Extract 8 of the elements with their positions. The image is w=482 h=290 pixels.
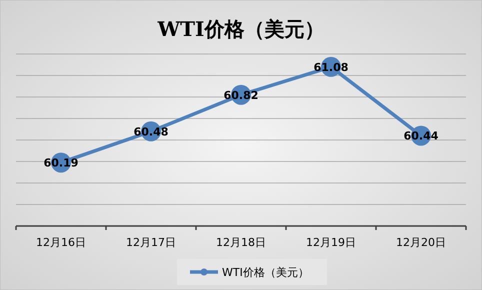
x-tick-label: 12月20日 [396,236,446,249]
data-label: 60.19 [44,156,78,170]
legend-label: WTI价格（美元） [222,266,309,279]
x-tick-label: 12月19日 [306,236,356,249]
x-tick-label: 12月16日 [36,236,86,249]
chart-title: WTI价格（美元） [156,17,324,41]
x-tick-label: 12月18日 [216,236,266,249]
x-tick-label: 12月17日 [126,236,176,249]
